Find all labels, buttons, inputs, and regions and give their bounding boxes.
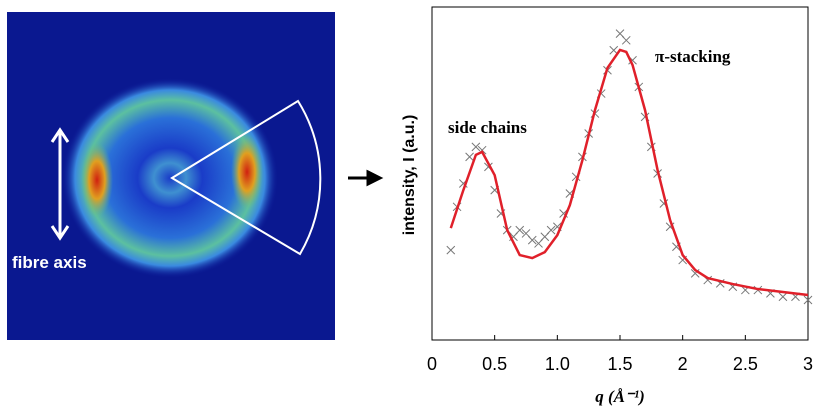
diffraction-ring [62, 78, 278, 278]
data-point [546, 225, 556, 235]
x-tick-label: 3 [803, 354, 813, 374]
data-point [527, 235, 537, 245]
data-point [446, 245, 456, 255]
fit-line [449, 48, 809, 297]
image-label: fibre axis [12, 253, 87, 272]
sector-outline [170, 99, 322, 256]
data-point [465, 152, 474, 162]
annotation: side chains [448, 118, 527, 137]
x-tick-label: 1.0 [545, 354, 570, 374]
annotation: π-stacking [655, 47, 731, 66]
data-point [621, 35, 631, 45]
x-tick-label: 1.5 [607, 354, 632, 374]
data-point [803, 295, 813, 305]
y-axis-label: intensity, I (a.u.) [401, 115, 418, 236]
arrow [348, 169, 384, 187]
plot-frame [431, 6, 809, 341]
x-tick-label: 0 [427, 354, 437, 374]
data-point [471, 142, 481, 152]
hot-spot [231, 134, 263, 210]
x-tick-label: 0.5 [482, 354, 507, 374]
fibre-arrow [50, 127, 70, 241]
data-point [778, 292, 788, 302]
hot-spot [81, 142, 113, 218]
x-tick-label: 2 [678, 354, 688, 374]
data-point [515, 225, 525, 235]
x-tick-label: 2.5 [733, 354, 758, 374]
x-axis-label: q (Å⁻¹) [595, 387, 644, 406]
